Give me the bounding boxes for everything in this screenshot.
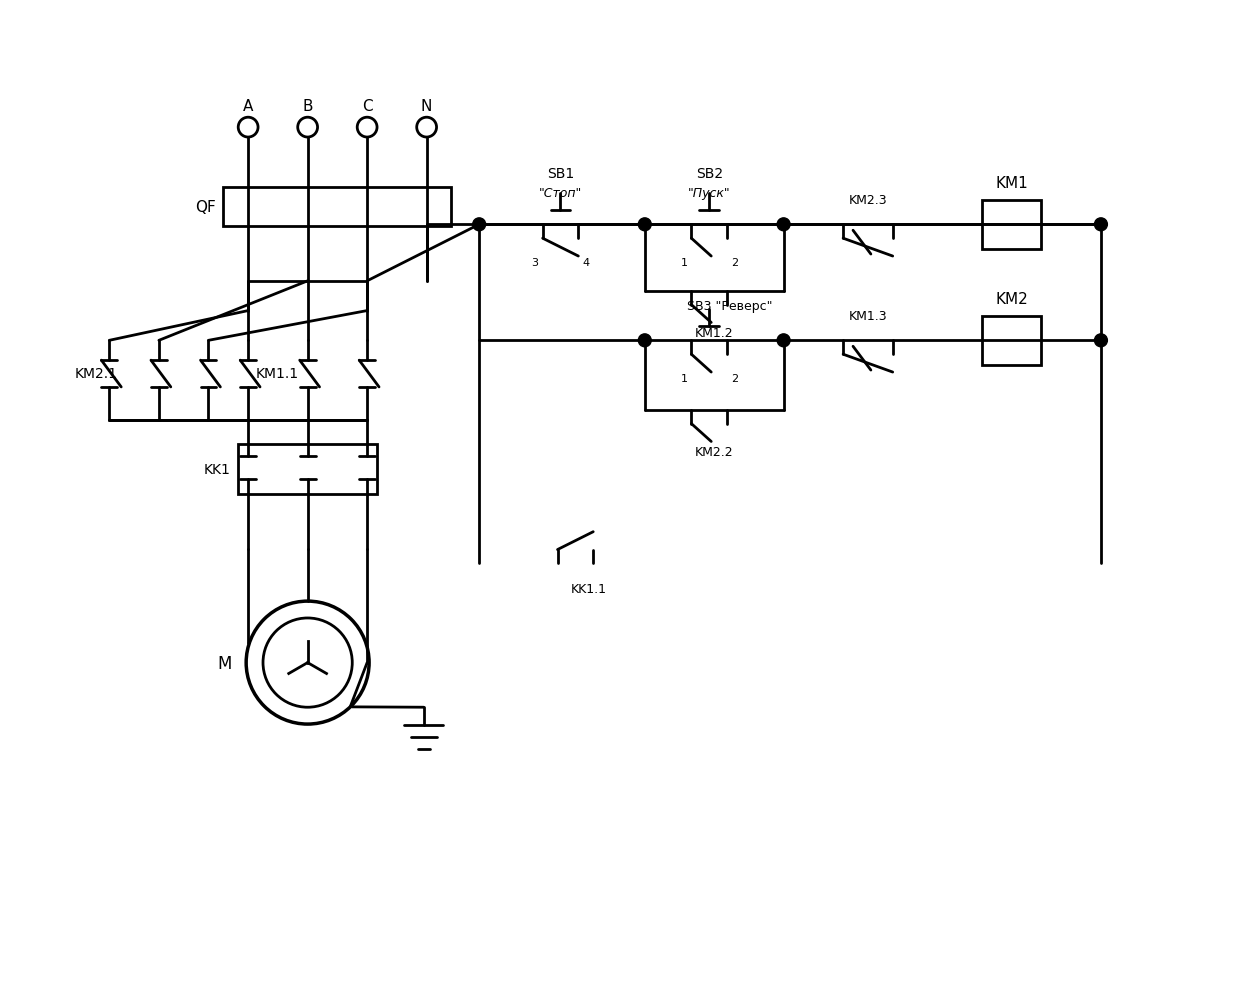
Text: KM2.1: KM2.1 — [74, 367, 118, 381]
Text: KM2: KM2 — [995, 292, 1028, 307]
Circle shape — [777, 335, 790, 348]
Text: KM1.2: KM1.2 — [695, 327, 733, 340]
Text: C: C — [362, 98, 373, 113]
Text: N: N — [421, 98, 432, 113]
Bar — [238, 445, 377, 495]
Text: 3: 3 — [532, 257, 539, 267]
Text: KK1.1: KK1.1 — [570, 582, 606, 595]
Bar — [983, 316, 1042, 366]
Text: QF: QF — [195, 200, 216, 215]
Circle shape — [1094, 219, 1108, 232]
Circle shape — [777, 219, 790, 232]
Text: KM1.3: KM1.3 — [849, 310, 887, 323]
Text: "Пуск": "Пуск" — [688, 187, 731, 200]
Text: 1: 1 — [680, 257, 688, 267]
Text: KM2.3: KM2.3 — [849, 194, 887, 207]
Text: SB2: SB2 — [695, 167, 722, 181]
Text: KM2.2: KM2.2 — [695, 445, 733, 458]
Text: M: M — [217, 654, 232, 672]
Text: "Стоп": "Стоп" — [539, 187, 582, 200]
Text: SB1: SB1 — [546, 167, 574, 181]
Text: A: A — [243, 98, 253, 113]
Text: SB3 "Реверс": SB3 "Реверс" — [688, 300, 773, 313]
Circle shape — [1094, 335, 1108, 348]
Text: 4: 4 — [582, 257, 590, 267]
Circle shape — [473, 219, 486, 232]
Text: KM1: KM1 — [995, 176, 1028, 191]
Text: B: B — [302, 98, 313, 113]
Text: 2: 2 — [731, 257, 738, 267]
Bar — [983, 201, 1042, 249]
Circle shape — [638, 335, 652, 348]
Text: KK1: KK1 — [203, 463, 230, 477]
Bar — [223, 188, 451, 227]
Text: 1: 1 — [680, 374, 688, 384]
Text: KM1.1: KM1.1 — [256, 367, 299, 381]
Text: 2: 2 — [731, 374, 738, 384]
Circle shape — [638, 219, 652, 232]
